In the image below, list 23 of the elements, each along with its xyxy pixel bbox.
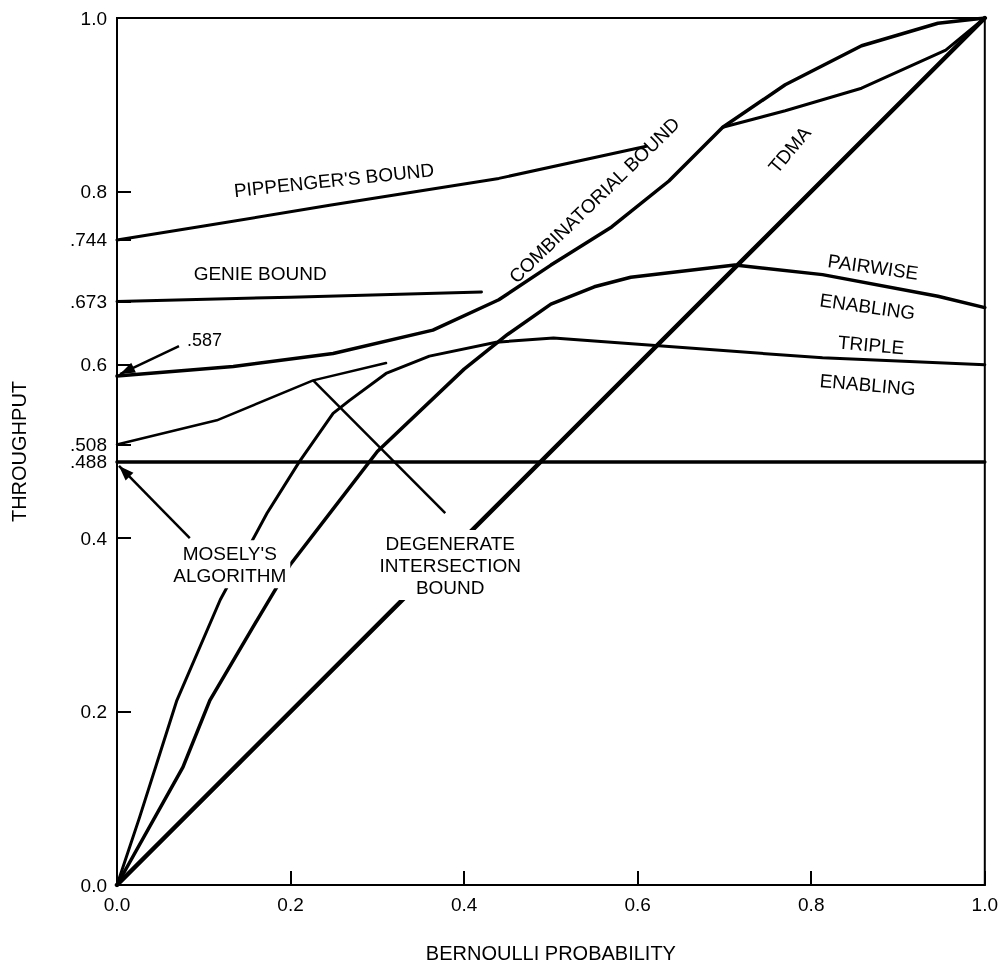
y-tick-label: 1.0 (80, 7, 107, 29)
series-label: TRIPLE ENABLING (818, 331, 917, 400)
x-tick-label: 1.0 (971, 894, 998, 915)
x-tick-label: 0.4 (450, 894, 478, 915)
y-tick-label: .744 (70, 229, 108, 251)
y-tick-label: .673 (70, 291, 107, 313)
y-tick-label: 0.0 (80, 874, 107, 896)
series-label: GENIE BOUND (193, 263, 327, 285)
x-tick-label: 0.0 (103, 894, 131, 915)
y-tick-label: 0.4 (80, 527, 108, 549)
annotation: .587 (187, 330, 223, 351)
x-tick-label: 0.8 (798, 894, 825, 915)
text: PAIRWISE ENABLING (818, 250, 920, 324)
x-tick-label: 0.6 (624, 894, 651, 915)
y-axis-title: THROUGHPUT (8, 380, 30, 523)
y-tick-label: 0.2 (80, 701, 107, 723)
text: MOSELY'S ALGORITHM (173, 542, 287, 586)
x-axis-title: BERNOULLI PROBABILITY (425, 942, 676, 964)
text: PIPPENGER'S BOUND (232, 159, 436, 202)
text: DEGENERATE INTERSECTION BOUND (379, 532, 521, 598)
x-tick-label: 0.2 (277, 894, 304, 915)
y-tick-label: 0.6 (80, 354, 107, 376)
y-tick-label: 0.8 (80, 180, 107, 202)
